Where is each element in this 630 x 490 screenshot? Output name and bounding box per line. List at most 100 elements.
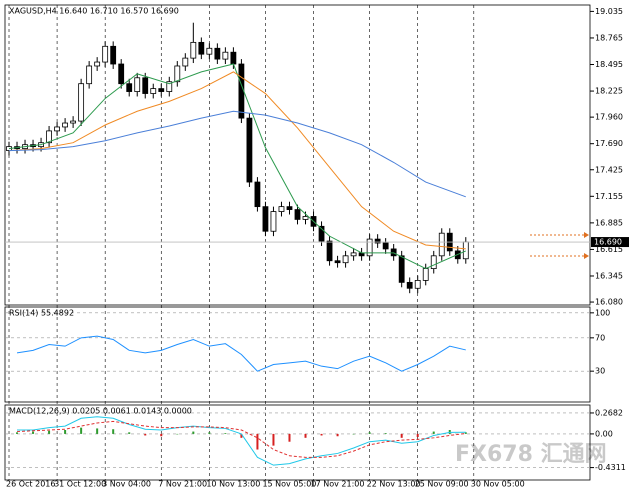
y-tick-label: -0.4311 (595, 463, 626, 472)
candle-body (398, 255, 405, 283)
y-tick-label: 16.080 (595, 298, 623, 307)
candle-body (70, 120, 77, 124)
candle-body (142, 77, 149, 94)
histogram-bar (128, 432, 131, 434)
histogram-bar (368, 432, 371, 434)
indicator-line (17, 416, 466, 466)
panel-title: XAGUSD,H4 16.640 16.710 16.570 16.690 (9, 7, 179, 16)
candle-body (326, 240, 333, 262)
y-tick-label: 17.155 (595, 192, 623, 201)
candle-body (190, 41, 197, 59)
histogram-bar (336, 433, 339, 437)
histogram-bar (48, 430, 51, 434)
x-tick-label: 15 Nov 05:00 (262, 480, 316, 489)
candle-body (278, 206, 285, 212)
histogram-bar (64, 430, 67, 434)
histogram-bar (80, 427, 83, 434)
y-tick-label: 18.225 (595, 87, 623, 96)
candle-body (366, 238, 373, 257)
y-tick-label: 17.425 (595, 165, 623, 174)
candle-body (254, 181, 261, 208)
candle-body (382, 242, 389, 250)
histogram-bar (96, 428, 99, 434)
y-tick-label: 70 (595, 333, 605, 342)
y-tick-label: 0.2682 (595, 408, 623, 417)
y-tick-label: 17.690 (595, 139, 623, 148)
histogram-bar (240, 433, 243, 438)
candle-body (334, 260, 341, 264)
y-tick-label: 18.495 (595, 60, 623, 69)
histogram-bar (384, 433, 387, 434)
candle-body (62, 122, 69, 128)
candle-body (286, 206, 293, 210)
x-tick-label: 3 Nov 04:00 (102, 480, 151, 489)
y-tick-label: 16.885 (595, 218, 623, 227)
arrow-heads (584, 232, 589, 259)
panel-frame (4, 306, 591, 403)
candle-body (158, 88, 165, 92)
candle-body (94, 61, 101, 67)
panel-title: MACD(12,26,9) 0.0205 0.0061 0.0143 0.000… (9, 407, 192, 416)
indicator-line (8, 63, 466, 270)
candle-body (438, 232, 445, 257)
y-tick-label: 18.765 (595, 33, 623, 42)
candle-body (78, 83, 85, 122)
candle-body (350, 252, 357, 257)
candle-body (126, 83, 133, 92)
candle-body (238, 63, 245, 119)
histogram-bar (416, 433, 419, 438)
histogram-bar (144, 433, 147, 436)
panel-frame (4, 404, 591, 481)
candle-body (134, 77, 141, 92)
histogram-bar (352, 433, 355, 435)
candle-body (198, 41, 205, 55)
candle-body (214, 47, 221, 60)
candle-body (118, 63, 125, 85)
histogram-bar (400, 433, 403, 438)
histogram-bar (160, 433, 163, 437)
y-tick-label: 0.00 (595, 429, 613, 438)
candle-body (462, 241, 469, 260)
candle-body (150, 88, 157, 94)
candle-body (374, 238, 381, 244)
x-tick-label: 10 Nov 13:00 (206, 480, 260, 489)
candle-body (342, 255, 349, 264)
histogram-bar (256, 433, 259, 450)
panel-frame (4, 4, 591, 306)
histogram-bar (272, 433, 275, 446)
candle-body (262, 206, 269, 232)
candle-body (302, 216, 309, 220)
x-tick-label: 7 Nov 21:00 (158, 480, 207, 489)
indicator-line (8, 110, 466, 198)
indicator-line (8, 71, 466, 250)
candle-body (174, 65, 181, 83)
candle-body (294, 209, 301, 220)
y-tick-label: 16.615 (595, 245, 623, 254)
histogram-bar (192, 431, 195, 434)
candle-body (318, 225, 325, 242)
y-tick-label: 30 (595, 367, 605, 376)
histogram-bar (304, 433, 307, 438)
candle-body (110, 45, 117, 65)
indicator-line (16, 420, 466, 458)
last-price-label: 16.690 (594, 238, 622, 247)
y-tick-label: 19.035 (595, 7, 623, 16)
last-price-box (591, 237, 629, 248)
histogram-bar (320, 433, 323, 436)
y-tick-label: 17.960 (595, 113, 623, 122)
x-tick-label: 26 Oct 2016 (6, 480, 55, 489)
histogram-bar (32, 431, 35, 434)
candle-body (406, 281, 413, 289)
histogram-bar (288, 433, 291, 442)
candle-body (46, 130, 52, 144)
x-tick-label: 22 Nov 13:00 (367, 480, 421, 489)
x-tick-label: 25 Nov 09:00 (415, 480, 469, 489)
candle-body (270, 211, 277, 232)
x-tick-label: 31 Oct 12:00 (54, 480, 106, 489)
indicator-line (16, 335, 466, 372)
candle-body (166, 81, 173, 92)
candle-body (182, 57, 189, 67)
x-tick-label: 17 Nov 21:00 (311, 480, 365, 489)
histogram-bar (16, 432, 19, 434)
